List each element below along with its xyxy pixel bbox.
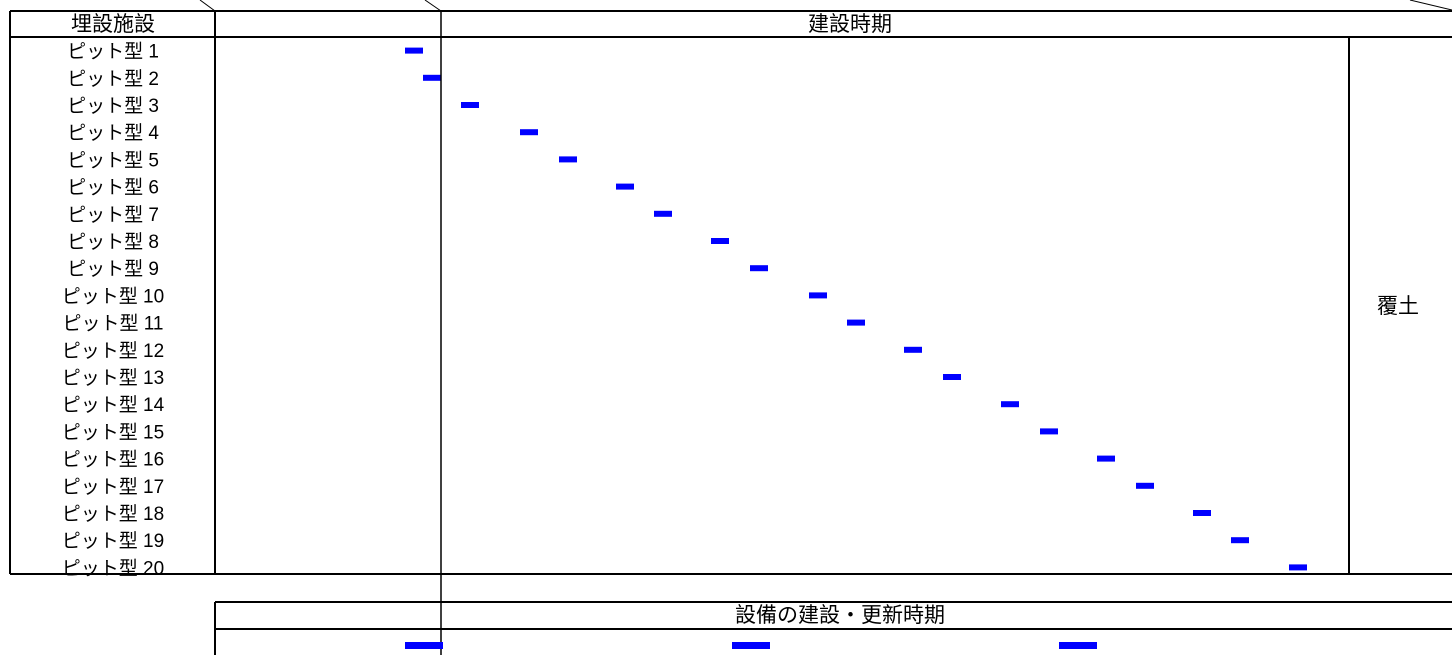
row-label: ピット型 2 [67,68,159,90]
construction-bar [654,210,672,217]
main-table [9,10,1452,575]
construction-bar [520,129,538,136]
row-label: ピット型 8 [67,231,159,253]
construction-bar [809,292,827,299]
construction-bar [423,74,441,81]
row-label: ピット型 1 [67,41,159,63]
row-label: ピット型 13 [62,367,164,389]
construction-bar [616,183,634,190]
row-label: ピット型 3 [67,95,159,117]
construction-bar [1136,482,1154,489]
construction-bar [711,238,729,244]
cover-soil-label: 覆土 [1377,295,1419,318]
construction-bar [1231,537,1249,544]
construction-bar [461,102,479,108]
construction-bar [1289,564,1307,571]
leader-line-right [1409,0,1452,11]
construction-bar [559,156,577,163]
construction-bar [847,319,865,326]
leader-line-left [199,0,216,12]
row-label: ピット型 14 [62,394,165,416]
row-label: ピット型 6 [67,177,159,199]
row-label: ピット型 17 [62,476,164,498]
construction-bar [750,265,768,272]
row-label: ピット型 19 [62,530,164,552]
row-label: ピット型 18 [62,503,164,525]
construction-bar [904,346,922,353]
equipment-bar [1059,642,1097,649]
equipment-table [214,601,1452,655]
construction-bar [1097,455,1115,462]
row-label: ピット型 12 [62,340,164,362]
row-label: ピット型 9 [67,258,159,280]
equipment-bars [405,642,1097,649]
header-construction-period: 建設時期 [808,13,892,36]
row-label: ピット型 15 [62,421,164,443]
row-label: ピット型 4 [67,122,159,144]
equipment-header: 設備の建設・更新時期 [735,604,945,627]
construction-bar [1001,401,1019,408]
construction-bar [943,374,961,380]
equipment-bar [732,642,770,649]
row-label: ピット型 5 [67,149,159,171]
row-label: ピット型 16 [62,449,164,471]
construction-bar [405,47,423,54]
row-label: ピット型 7 [67,204,159,226]
construction-bar [1193,510,1211,516]
row-labels: ピット型 1 ピット型 2 ピット型 3 ピット型 4 ピット型 5 ピット型 6 ピット型… [62,41,165,580]
row-bars [405,47,1307,571]
row-label: ピット型 11 [62,313,163,335]
equipment-bar [405,642,443,649]
row-label: ピット型 10 [62,285,164,307]
header-facility: 埋設施設 [71,13,155,36]
row-label: ピット型 20 [62,557,164,579]
construction-bar [1040,428,1058,435]
leader-line-middle [424,0,442,12]
